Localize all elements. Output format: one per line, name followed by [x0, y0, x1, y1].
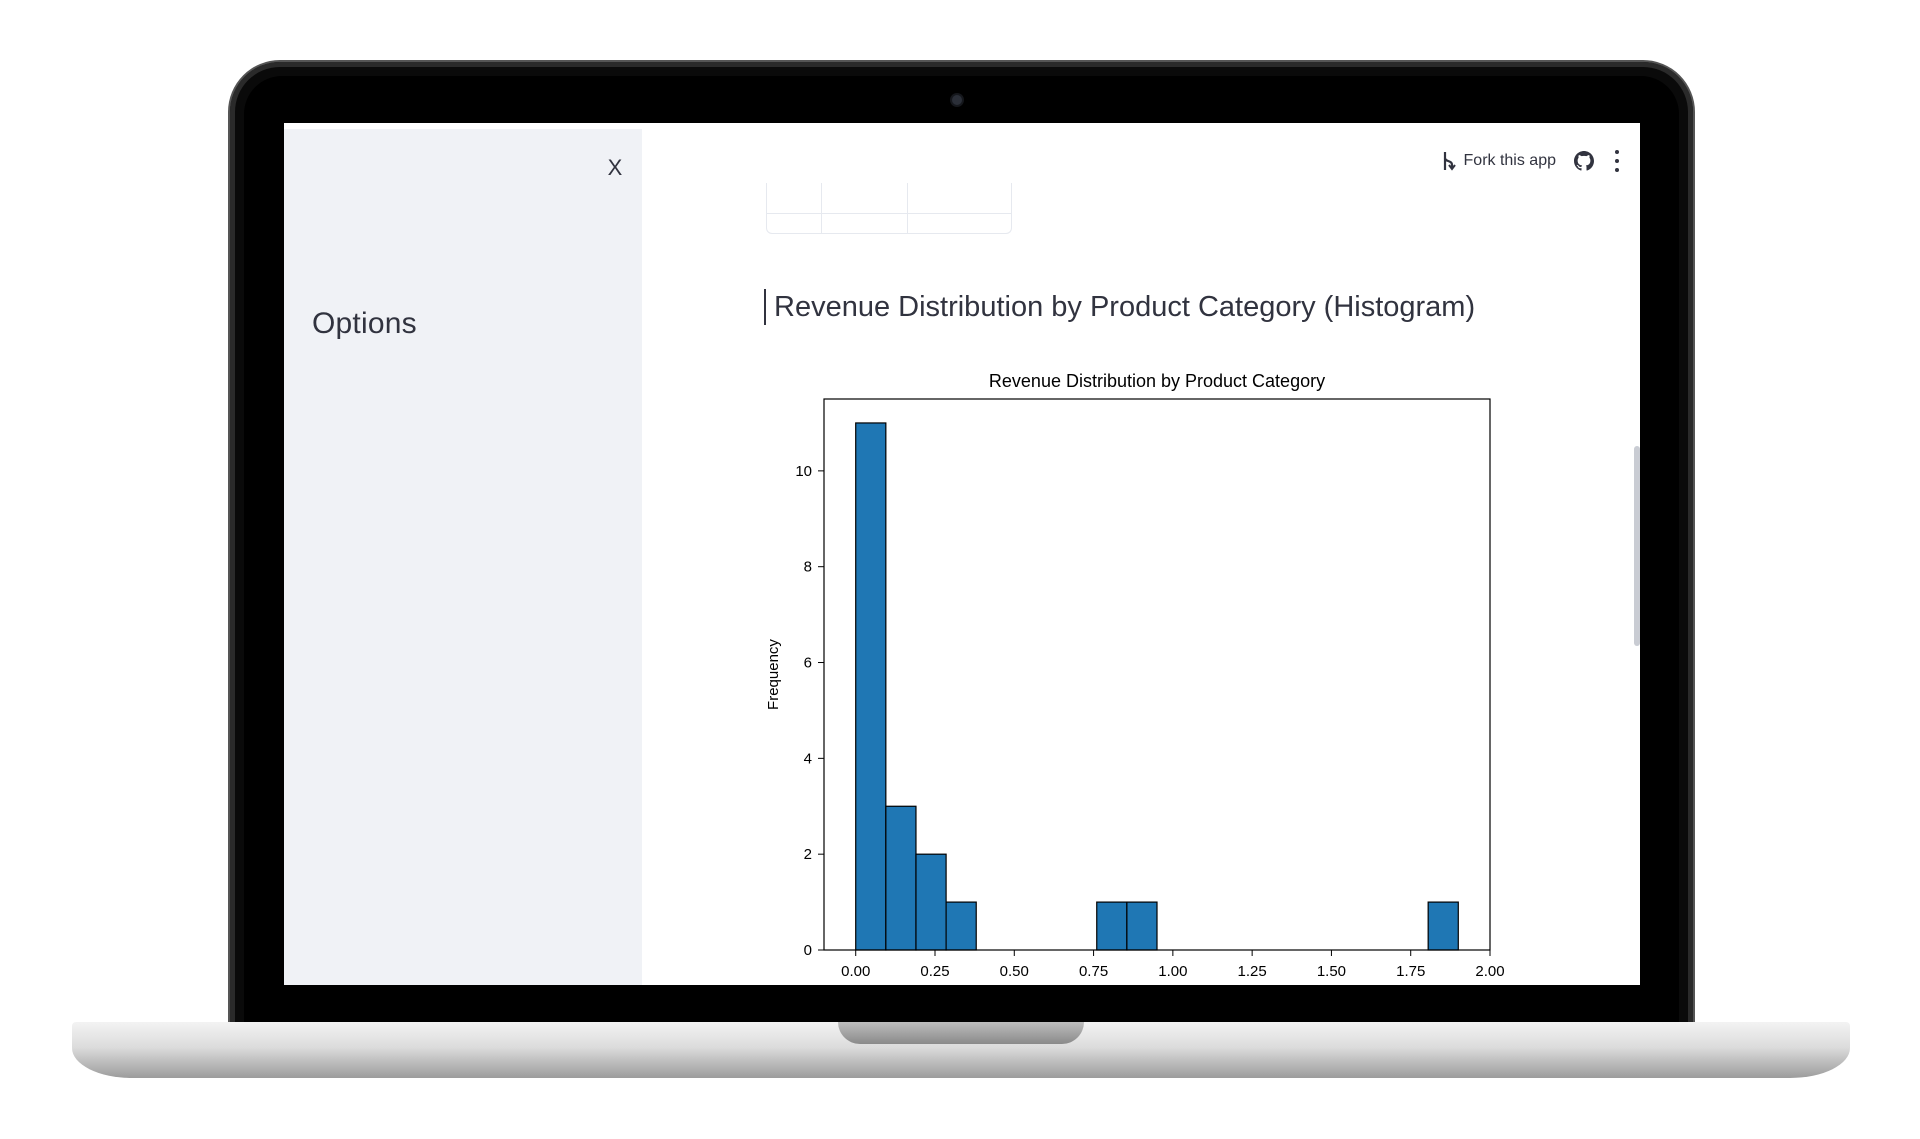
kebab-dot [1615, 159, 1619, 163]
y-tick-label: 0 [804, 942, 812, 959]
x-tick-label: 0.00 [841, 963, 870, 980]
x-tick-label: 0.25 [920, 963, 949, 980]
close-sidebar-button[interactable]: X [607, 155, 623, 180]
app-screen: X Options Fork this app [284, 123, 1640, 985]
kebab-dot [1615, 150, 1619, 154]
x-tick-label: 1.00 [1158, 963, 1187, 980]
dataframe-table[interactable] [766, 183, 1012, 234]
github-button[interactable] [1574, 151, 1594, 171]
histogram-bar [885, 805, 917, 951]
histogram-bar [1126, 901, 1158, 951]
main-content: Fork this app Revenue Distribution by Pr… [642, 123, 1640, 985]
kebab-dot [1615, 168, 1619, 172]
fork-icon [1443, 152, 1456, 171]
page-scrollbar[interactable] [1634, 446, 1640, 646]
y-tick-label: 6 [804, 655, 812, 672]
table-cell [907, 183, 1011, 214]
histogram-bar [945, 901, 977, 951]
y-axis-label: Frequency [765, 639, 782, 710]
sidebar-title: Options [312, 307, 417, 340]
x-tick-label: 1.50 [1317, 963, 1346, 980]
histogram-bar [915, 853, 947, 951]
main-menu-button[interactable] [1612, 150, 1622, 172]
histogram-chart: Revenue Distribution by Product Category… [762, 351, 1522, 985]
table-cell [767, 213, 822, 233]
fork-app-label: Fork this app [1463, 152, 1556, 169]
app-toolbar: Fork this app [1440, 147, 1622, 175]
section-heading: Revenue Distribution by Product Category… [764, 289, 1475, 325]
histogram-bar [855, 422, 887, 951]
histogram-bar [1096, 901, 1128, 951]
laptop-hinge-notch [838, 1022, 1084, 1044]
chart-title: Revenue Distribution by Product Category [989, 371, 1325, 391]
histogram-svg: Revenue Distribution by Product Category… [765, 371, 1505, 980]
y-tick-label: 4 [804, 750, 812, 767]
y-tick-label: 2 [804, 846, 812, 863]
x-tick-label: 1.75 [1396, 963, 1425, 980]
x-tick-label: 0.75 [1079, 963, 1108, 980]
webcam [952, 95, 962, 105]
plot-frame [823, 398, 1491, 951]
y-tick-label: 10 [795, 463, 812, 480]
table-cell [821, 213, 908, 233]
x-tick-label: 0.50 [1000, 963, 1029, 980]
table-cell [821, 183, 908, 214]
table-cell [767, 183, 822, 214]
x-tick-label: 1.25 [1238, 963, 1267, 980]
y-tick-label: 8 [804, 559, 812, 576]
fork-app-button[interactable]: Fork this app [1440, 150, 1556, 172]
histogram-bar [1427, 901, 1459, 951]
x-tick-label: 2.00 [1475, 963, 1504, 980]
sidebar: X Options [284, 129, 642, 985]
github-icon [1574, 151, 1594, 171]
